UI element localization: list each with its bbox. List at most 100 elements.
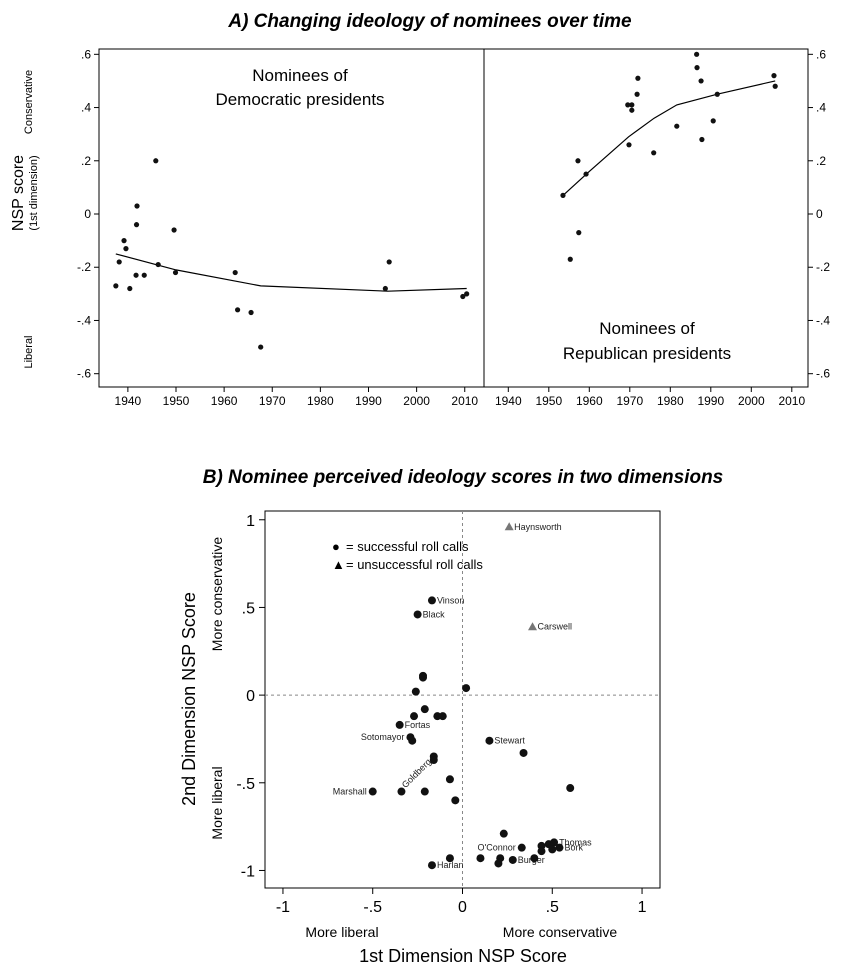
y-tick-label-b: 1	[246, 513, 255, 530]
nominee-point	[698, 78, 704, 84]
y-tick-label-left: -.2	[77, 260, 91, 274]
legend-symbol-successful: ●	[332, 539, 340, 554]
nominee-point	[567, 256, 573, 262]
nominee-point	[694, 65, 700, 71]
chart-a-right-label-1: Nominees of	[599, 319, 695, 338]
y-tick-label-b: .5	[242, 600, 255, 617]
point-label: Haynsworth	[514, 522, 562, 532]
nominee-point	[714, 91, 720, 97]
point-label: Thomas	[559, 837, 592, 847]
x-tick-label-a1: 2010	[778, 394, 805, 408]
point-label: Harlan	[437, 860, 464, 870]
nominee-point-successful	[462, 684, 471, 693]
y-tick-label-right: -.4	[816, 313, 830, 327]
nominee-point-unsuccessful	[528, 622, 538, 631]
y-tick-label-right: 0	[816, 207, 823, 221]
nominee-point	[575, 158, 581, 164]
legend-label-successful: = successful roll calls	[346, 539, 469, 554]
nominee-point-successful	[395, 720, 404, 729]
x-tick-label-a1: 2000	[738, 394, 765, 408]
nominee-point-successful	[445, 854, 454, 863]
nominee-point-successful	[485, 736, 494, 745]
chart-a-left-label-1: Nominees of	[252, 66, 348, 85]
nominee-point	[141, 272, 147, 278]
point-label: Vinson	[437, 595, 464, 605]
y-tick-label-left: .4	[81, 101, 91, 115]
chart-a-ylabel-top: Conservative	[23, 70, 35, 134]
y-tick-label-right: -.2	[816, 260, 830, 274]
nominee-point	[651, 150, 657, 156]
nominee-point-successful	[419, 673, 427, 682]
nominee-point	[674, 123, 680, 129]
chart-b-ylabel-bottom: More liberal	[209, 766, 225, 839]
nominee-point-successful	[427, 861, 436, 870]
nominee-point	[172, 269, 179, 276]
x-tick-label-a1: 1940	[495, 394, 522, 408]
nominee-point-successful	[555, 843, 564, 852]
nominee-point	[629, 102, 635, 108]
nominee-point-successful	[397, 787, 406, 796]
chart-a-ylabel-main: NSP score	[10, 155, 27, 231]
nominee-point	[127, 285, 133, 292]
x-tick-label-a1: 1950	[535, 394, 562, 408]
y-tick-label-left: -.4	[77, 313, 91, 327]
y-tick-label-b: 0	[246, 688, 255, 705]
nominee-point	[699, 136, 705, 143]
nominee-point-successful	[420, 787, 429, 796]
nominee-point-successful	[420, 705, 429, 714]
x-tick-label-b: .5	[546, 899, 559, 916]
x-tick-label-a0: 1940	[115, 394, 142, 408]
point-label: Marshall	[333, 787, 367, 797]
nominee-point-successful	[476, 854, 485, 863]
nominee-point	[635, 75, 641, 81]
point-label: Carswell	[538, 622, 573, 632]
nominee-point-successful	[494, 859, 503, 868]
y-tick-label-b: -1	[241, 863, 255, 880]
x-tick-label-a1: 1970	[616, 394, 643, 408]
chart-b-xlabel: 1st Dimension NSP Score	[359, 946, 567, 966]
y-tick-label-left: .6	[81, 47, 91, 61]
nominee-point	[258, 344, 264, 350]
nominee-point	[116, 259, 122, 265]
y-tick-label-right: -.6	[816, 367, 830, 381]
x-tick-label-a0: 1960	[211, 394, 238, 408]
x-tick-label-a0: 1980	[307, 394, 334, 408]
y-tick-label-left: -.6	[77, 367, 91, 381]
legend-label-unsuccessful: = unsuccessful roll calls	[346, 557, 483, 572]
chart-a-left-label-2: Democratic presidents	[215, 90, 384, 109]
nominee-point	[772, 83, 778, 89]
chart-a-ylabel-sub: (1st dimension)	[28, 155, 40, 230]
nominee-point	[626, 142, 632, 148]
x-tick-label-b: 1	[638, 899, 647, 916]
nominee-point	[386, 259, 392, 265]
nominee-point-successful	[499, 829, 508, 838]
x-tick-label-a0: 2010	[451, 394, 478, 408]
chart-b-legend: ● = successful roll calls ▲ = unsuccessf…	[332, 539, 483, 572]
nominee-point	[155, 261, 161, 268]
nominee-point	[248, 309, 254, 316]
trend-line-a0	[115, 253, 467, 292]
nominee-point	[123, 246, 129, 252]
x-tick-label-a1: 1980	[657, 394, 684, 408]
chart-a-marks: 1940 1950 1960 1970 1980 1990 2000 2010 1940 1950…	[77, 47, 830, 408]
point-label: Sotomayor	[361, 732, 405, 742]
nominee-point-successful	[411, 687, 420, 696]
nominee-point	[710, 118, 716, 124]
nominee-point-successful	[550, 838, 559, 847]
y-tick-label-b: -.5	[236, 776, 255, 793]
nominee-point	[694, 51, 700, 57]
nominee-point-successful	[408, 736, 417, 745]
nominee-point	[235, 307, 241, 313]
nominee-point	[121, 238, 127, 244]
chart-a-right-frame	[483, 48, 809, 388]
chart-a-ylabel-bottom: Liberal	[23, 335, 35, 368]
chart-b-title: B) Nominee perceived ideology scores in …	[203, 467, 724, 488]
x-tick-label-b: -.5	[363, 899, 382, 916]
nominee-point-successful	[508, 855, 517, 864]
nominee-point-successful	[427, 596, 436, 605]
nominee-point	[771, 73, 777, 79]
nominee-point-successful	[530, 854, 539, 863]
nominee-point-successful	[537, 847, 546, 856]
nominee-point	[153, 158, 159, 164]
